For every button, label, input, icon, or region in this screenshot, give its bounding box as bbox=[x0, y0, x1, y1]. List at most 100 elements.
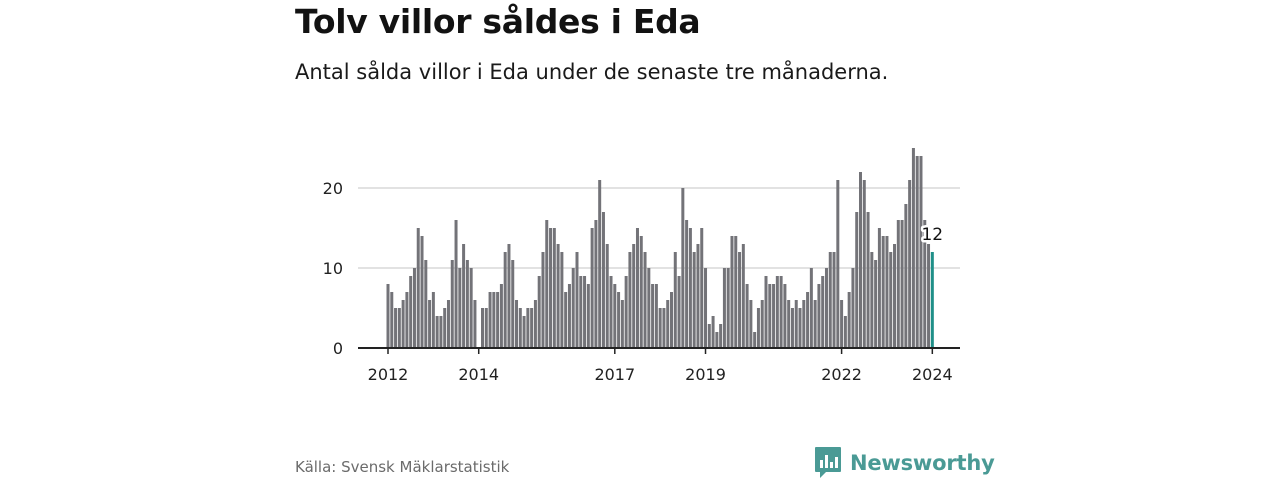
x-axis: 2012 2014 2017 2019 2022 2024 bbox=[358, 347, 960, 384]
bar bbox=[420, 236, 424, 348]
bar bbox=[851, 268, 855, 348]
chart-title: Tolv villor såldes i Eda bbox=[295, 2, 701, 41]
bar bbox=[832, 252, 836, 348]
bar bbox=[503, 252, 507, 348]
bar bbox=[885, 236, 889, 348]
bar bbox=[847, 292, 851, 348]
bar bbox=[594, 220, 598, 348]
highlight-label-halo: 12 bbox=[921, 225, 943, 245]
bar bbox=[927, 244, 931, 348]
bar bbox=[390, 292, 394, 348]
bar bbox=[511, 260, 515, 348]
bar bbox=[915, 156, 919, 348]
y-tick-label: 10 bbox=[323, 259, 343, 278]
bar-chart-logo-icon bbox=[815, 447, 841, 478]
bar bbox=[889, 252, 893, 348]
bar bbox=[719, 324, 723, 348]
bar bbox=[692, 252, 696, 348]
bar bbox=[900, 220, 904, 348]
bar bbox=[560, 252, 564, 348]
bar bbox=[439, 316, 443, 348]
highlight-value-label: 12 bbox=[921, 225, 943, 245]
bar bbox=[666, 300, 670, 348]
bar bbox=[908, 180, 912, 348]
bar bbox=[753, 332, 757, 348]
bar bbox=[654, 284, 658, 348]
bar bbox=[911, 148, 915, 348]
bar bbox=[605, 244, 609, 348]
bar bbox=[715, 332, 719, 348]
bar bbox=[756, 308, 760, 348]
bar bbox=[688, 228, 692, 348]
bar bbox=[809, 268, 813, 348]
bar bbox=[677, 276, 681, 348]
bar bbox=[620, 300, 624, 348]
bar bbox=[790, 308, 794, 348]
bar bbox=[673, 252, 677, 348]
bar bbox=[881, 236, 885, 348]
bar bbox=[741, 244, 745, 348]
bar bbox=[617, 292, 621, 348]
bar bbox=[469, 268, 473, 348]
bar bbox=[923, 220, 927, 348]
bar bbox=[802, 300, 806, 348]
bar bbox=[919, 156, 923, 348]
bar bbox=[707, 324, 711, 348]
bar bbox=[416, 228, 420, 348]
bar bbox=[458, 268, 462, 348]
bar bbox=[613, 284, 617, 348]
bar bbox=[662, 308, 666, 348]
brand-logo[interactable]: Newsworthy bbox=[814, 446, 995, 480]
bar bbox=[530, 308, 534, 348]
bar bbox=[798, 308, 802, 348]
bar bbox=[722, 268, 726, 348]
bar bbox=[836, 180, 840, 348]
bar bbox=[828, 252, 832, 348]
bar bbox=[775, 276, 779, 348]
bar bbox=[624, 276, 628, 348]
bar bbox=[386, 284, 390, 348]
bar bbox=[824, 268, 828, 348]
bar bbox=[738, 252, 742, 348]
bar bbox=[635, 228, 639, 348]
bar bbox=[397, 308, 401, 348]
bar bbox=[734, 236, 738, 348]
bar bbox=[862, 180, 866, 348]
bar bbox=[579, 276, 583, 348]
bar bbox=[450, 260, 454, 348]
bar bbox=[481, 308, 484, 348]
bar bbox=[526, 308, 530, 348]
bar bbox=[564, 292, 568, 348]
bar bbox=[412, 268, 416, 348]
bar bbox=[874, 260, 878, 348]
bar bbox=[877, 228, 881, 348]
bar bbox=[813, 300, 817, 348]
bar bbox=[435, 316, 439, 348]
bar bbox=[590, 228, 594, 348]
bar bbox=[772, 284, 776, 348]
bar bbox=[639, 236, 643, 348]
bar bbox=[893, 244, 897, 348]
bar bbox=[628, 252, 632, 348]
x-tick-label: 2022 bbox=[821, 365, 862, 384]
bar bbox=[859, 172, 862, 348]
bar bbox=[651, 284, 655, 348]
x-tick-label: 2017 bbox=[594, 365, 635, 384]
bar bbox=[443, 308, 447, 348]
bar bbox=[601, 212, 605, 348]
bar bbox=[545, 220, 549, 348]
bar bbox=[855, 212, 859, 348]
bar bbox=[507, 244, 511, 348]
bar-highlight bbox=[930, 252, 934, 348]
brand-name: Newsworthy bbox=[850, 451, 995, 475]
bar bbox=[496, 292, 500, 348]
x-tick-label: 2019 bbox=[685, 365, 726, 384]
bar bbox=[840, 300, 844, 348]
bar bbox=[696, 244, 700, 348]
bar bbox=[583, 276, 587, 348]
bar bbox=[843, 316, 847, 348]
bar bbox=[473, 300, 477, 348]
bar bbox=[499, 284, 503, 348]
x-tick-label: 2024 bbox=[912, 365, 953, 384]
